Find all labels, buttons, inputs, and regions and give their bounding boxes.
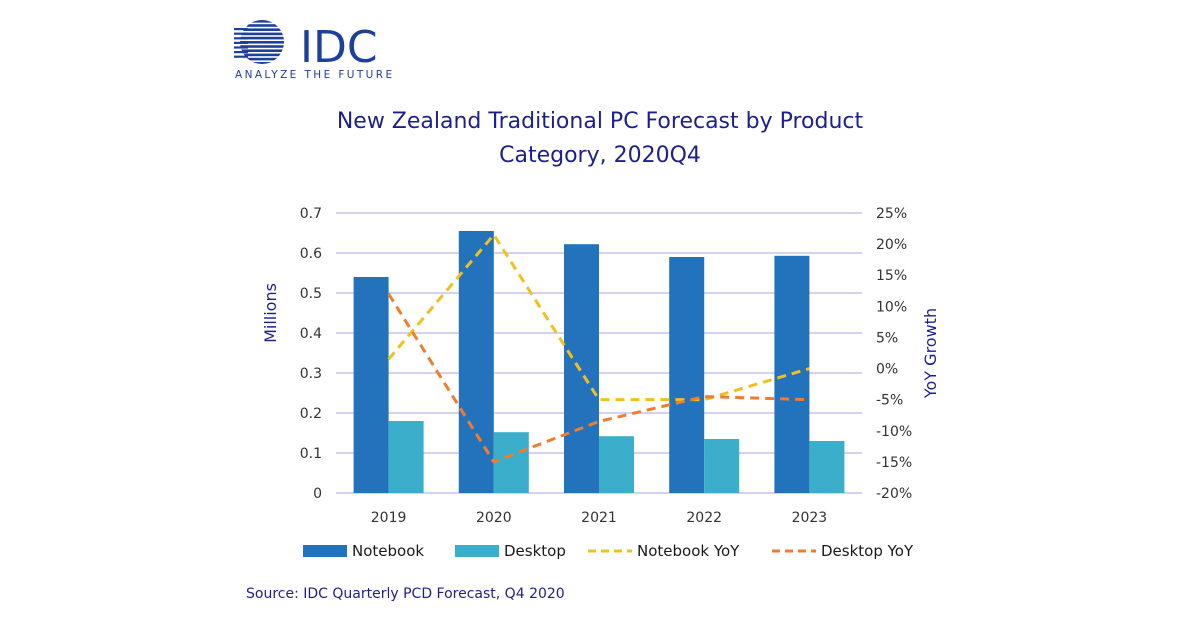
bar-desktop	[809, 441, 845, 493]
right-tick-label: 15%	[876, 268, 907, 284]
legend-label: Desktop	[504, 542, 566, 560]
legend-item-desktop: Desktop	[455, 542, 566, 560]
left-tick-label: 0.1	[300, 446, 322, 462]
logo-tagline: ANALYZE THE FUTURE	[235, 69, 395, 81]
right-tick-label: 20%	[876, 237, 907, 253]
right-axis-ticks: -20% -15% -10% -5% 0% 5% 10% 15% 20% 25%	[876, 206, 912, 502]
right-tick-label: 25%	[876, 206, 907, 222]
legend-item-notebook-yoy: Notebook YoY	[588, 542, 740, 560]
bar-series	[353, 231, 845, 493]
left-tick-label: 0.7	[300, 206, 322, 222]
x-tick-label: 2020	[476, 510, 512, 526]
y2-axis-title: YoY Growth	[921, 308, 940, 399]
y-axis-title: Millions	[261, 283, 280, 343]
x-tick-label: 2022	[686, 510, 722, 526]
legend-swatch	[455, 545, 499, 557]
bar-desktop	[388, 421, 424, 493]
line-notebook-yoy	[387, 233, 810, 402]
right-tick-label: -10%	[876, 424, 912, 440]
x-tick-label: 2019	[371, 510, 407, 526]
legend: Notebook Desktop Notebook YoY Desktop YoY	[303, 542, 914, 560]
right-tick-label: 5%	[876, 330, 898, 346]
legend-label: Notebook	[352, 542, 424, 560]
bar-notebook	[458, 231, 494, 493]
gridlines	[336, 212, 862, 494]
bar-notebook	[353, 277, 389, 493]
x-tick-label: 2021	[581, 510, 617, 526]
chart-title-line-2: Category, 2020Q4	[499, 143, 701, 168]
line-series	[387, 233, 810, 464]
left-axis-ticks: 0 0.1 0.2 0.3 0.4 0.5 0.6 0.7	[300, 206, 322, 502]
legend-label: Notebook YoY	[637, 542, 740, 560]
left-tick-label: 0.3	[300, 366, 322, 382]
x-tick-label: 2023	[792, 510, 828, 526]
bar-notebook	[669, 257, 705, 493]
bar-desktop	[493, 432, 529, 493]
legend-item-desktop-yoy: Desktop YoY	[772, 542, 914, 560]
right-tick-label: 10%	[876, 299, 907, 315]
legend-item-notebook: Notebook	[303, 542, 424, 560]
left-tick-label: 0.6	[300, 246, 322, 262]
legend-swatch	[303, 545, 347, 557]
right-tick-label: 0%	[876, 362, 898, 378]
logo-wordmark: IDC	[300, 22, 378, 73]
bar-notebook	[564, 244, 599, 493]
right-tick-label: -20%	[876, 486, 912, 502]
right-tick-label: -5%	[876, 393, 903, 409]
left-tick-label: 0.2	[300, 406, 322, 422]
x-axis-ticks: 2019 2020 2021 2022 2023	[371, 510, 827, 526]
bar-desktop	[704, 439, 740, 493]
globe-icon	[234, 20, 284, 64]
left-tick-label: 0.5	[300, 286, 322, 302]
source-note: Source: IDC Quarterly PCD Forecast, Q4 2…	[246, 586, 565, 602]
right-tick-label: -15%	[876, 455, 912, 471]
legend-label: Desktop YoY	[821, 542, 914, 560]
line-desktop-yoy	[387, 293, 810, 464]
bar-desktop	[599, 436, 634, 493]
left-tick-label: 0.4	[300, 326, 322, 342]
idc-logo: IDC ANALYZE THE FUTURE	[234, 20, 395, 81]
chart-title-line-1: New Zealand Traditional PC Forecast by P…	[337, 109, 864, 134]
left-tick-label: 0	[313, 486, 322, 502]
